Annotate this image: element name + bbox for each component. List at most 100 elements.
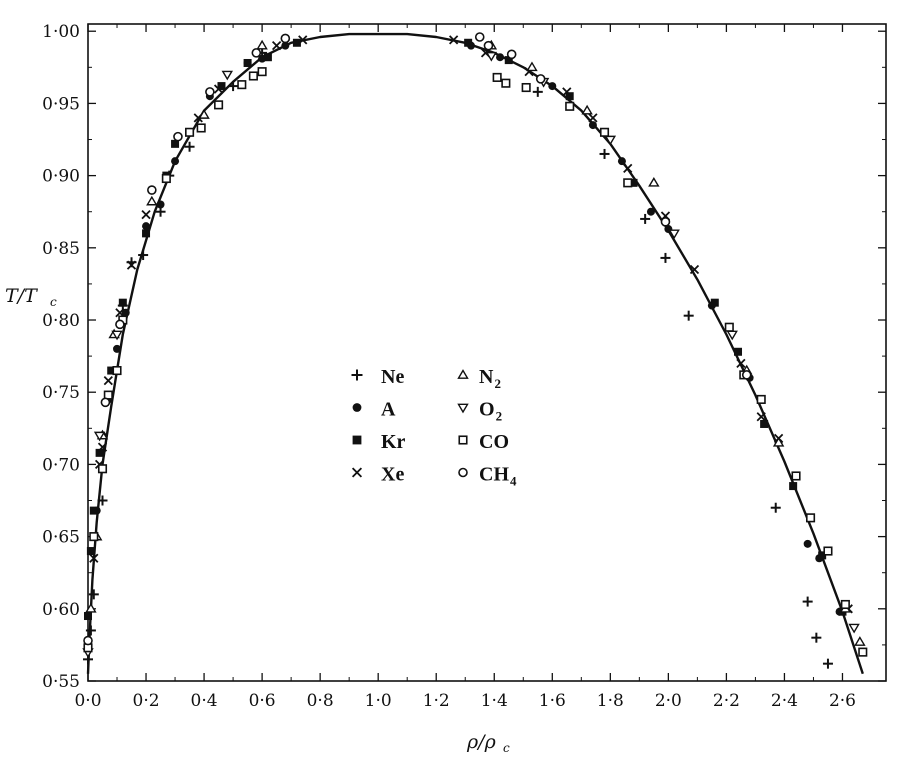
cross-b xyxy=(588,113,598,123)
cross-b xyxy=(562,87,572,97)
legend-marker-n2 xyxy=(457,369,469,379)
legend-label-n2: N xyxy=(479,366,494,388)
data-point-xe xyxy=(623,163,633,174)
cross-b xyxy=(126,260,137,270)
series-o2 xyxy=(82,51,860,659)
cross-b xyxy=(141,209,151,220)
x-axis-label: ρ/ρ xyxy=(466,731,497,753)
legend-marker-ch4 xyxy=(458,467,468,478)
legend-label-o2: O xyxy=(479,399,495,421)
x-tick-label: 1·6 xyxy=(539,691,566,711)
series-xe xyxy=(89,35,853,614)
x-axis-label-subscript: c xyxy=(503,741,510,755)
legend-subscript-n2: 2 xyxy=(494,376,501,391)
data-point-n2 xyxy=(772,436,785,447)
legend-marker-ne xyxy=(351,369,363,381)
data-point-kr xyxy=(84,612,92,621)
legend-marker-o2 xyxy=(457,403,469,414)
x-tick-label: 1·8 xyxy=(597,691,624,711)
data-point-ch4 xyxy=(741,370,752,380)
data-point-ne xyxy=(640,213,651,224)
data-point-ch4 xyxy=(535,74,546,84)
data-point-kr xyxy=(95,448,104,457)
cross-b xyxy=(351,467,363,478)
axes-group: 0·0 0·2 0·4 0·6 0·8 1·0 1·2 1·4 1·6 1·8 2·0 2·2 2·4 2… xyxy=(42,22,887,711)
data-point-co xyxy=(89,532,99,542)
data-point-xe xyxy=(126,260,137,270)
y-tick-label: 1·00 xyxy=(42,22,80,42)
data-point-ne xyxy=(138,250,149,261)
data-point-n2 xyxy=(146,195,158,206)
data-point-ch4 xyxy=(483,40,494,51)
data-point-o2 xyxy=(604,135,617,146)
data-point-ne xyxy=(811,632,822,643)
data-point-o2 xyxy=(93,431,106,442)
data-point-a xyxy=(142,222,151,231)
legend-subscript-o2: 2 xyxy=(496,409,503,424)
data-point-co xyxy=(97,464,108,474)
data-point-kr xyxy=(565,92,574,101)
data-point-ch4 xyxy=(83,635,93,646)
data-point-xe xyxy=(562,87,572,97)
data-point-ne xyxy=(85,625,96,636)
data-point-n2 xyxy=(581,104,593,115)
data-point-co xyxy=(858,647,868,657)
x-tick-label: 0·2 xyxy=(133,691,160,711)
axis-labels: ρ/ρ c T/T c xyxy=(5,285,510,755)
x-tick-label: 2·0 xyxy=(655,691,682,711)
data-point-kr xyxy=(89,506,98,515)
data-point-a xyxy=(281,41,290,50)
data-point-ch4 xyxy=(115,319,125,330)
data-point-ne xyxy=(770,502,781,513)
x-tick-label: 1·2 xyxy=(423,691,450,711)
data-point-co xyxy=(521,82,531,93)
data-point-o2 xyxy=(111,330,123,341)
data-point-kr xyxy=(710,298,719,307)
data-point-kr xyxy=(292,38,301,47)
data-points-group xyxy=(82,32,868,669)
data-point-n2 xyxy=(85,602,97,613)
data-point-xe xyxy=(89,553,99,563)
data-point-ne xyxy=(822,658,833,669)
data-point-kr xyxy=(760,419,769,428)
data-point-co xyxy=(196,123,206,133)
data-point-co xyxy=(806,513,816,523)
data-point-co xyxy=(823,546,833,556)
data-point-a xyxy=(113,344,122,353)
data-point-ne xyxy=(599,148,610,159)
cross-b xyxy=(271,41,282,51)
data-point-xe xyxy=(689,264,700,275)
data-point-ne xyxy=(660,252,671,263)
data-point-ne xyxy=(532,86,543,97)
data-point-xe xyxy=(141,209,151,220)
data-point-co xyxy=(756,394,766,404)
data-point-co xyxy=(237,80,247,90)
data-point-ch4 xyxy=(251,48,262,58)
data-point-ch4 xyxy=(474,32,485,42)
cross-b xyxy=(298,35,308,45)
data-point-xe xyxy=(756,412,766,422)
legend-label-ne: Ne xyxy=(381,366,404,388)
data-point-co xyxy=(492,72,502,82)
y-tick-label: 0·60 xyxy=(42,600,80,620)
data-point-xe xyxy=(588,113,598,123)
y-tick-label: 0·70 xyxy=(42,455,80,475)
data-point-co xyxy=(791,471,801,481)
x-tick-label: 2·6 xyxy=(829,691,856,711)
data-point-ch4 xyxy=(100,397,111,408)
data-point-kr xyxy=(107,366,116,375)
data-point-xe xyxy=(271,41,282,51)
data-point-co xyxy=(112,365,122,376)
cross-b xyxy=(97,442,108,452)
data-point-o2 xyxy=(848,623,860,634)
x-tick-label: 0·0 xyxy=(74,691,101,711)
data-point-ch4 xyxy=(205,87,215,97)
data-point-ch4 xyxy=(280,33,291,44)
data-point-co xyxy=(724,322,734,332)
data-point-ne xyxy=(97,495,108,506)
legend-label-kr: Kr xyxy=(381,431,406,453)
data-point-a xyxy=(646,207,655,216)
y-tick-label: 0·55 xyxy=(42,672,80,692)
